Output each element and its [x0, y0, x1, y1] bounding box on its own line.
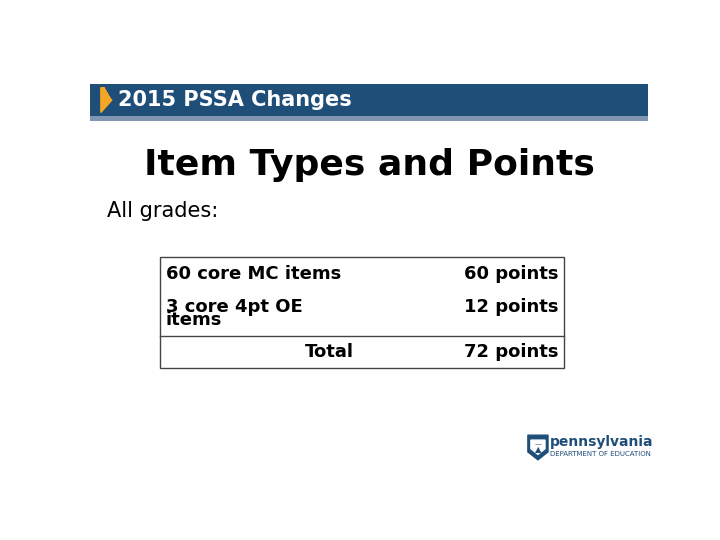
- Text: 12 points: 12 points: [464, 298, 558, 316]
- Polygon shape: [528, 435, 548, 460]
- Text: items: items: [166, 310, 222, 329]
- FancyBboxPatch shape: [160, 257, 564, 368]
- FancyBboxPatch shape: [90, 84, 648, 117]
- Text: All grades:: All grades:: [107, 201, 218, 221]
- Text: 60 core MC items: 60 core MC items: [166, 265, 341, 284]
- Text: ▲: ▲: [535, 444, 541, 454]
- Text: 60 points: 60 points: [464, 265, 558, 284]
- Text: Total: Total: [305, 343, 354, 361]
- Polygon shape: [531, 440, 545, 454]
- Text: 2015 PSSA Changes: 2015 PSSA Changes: [118, 90, 351, 110]
- Polygon shape: [101, 88, 112, 112]
- Text: 3 core 4pt OE: 3 core 4pt OE: [166, 298, 302, 316]
- Text: pennsylvania: pennsylvania: [550, 435, 654, 449]
- Text: DEPARTMENT OF EDUCATION: DEPARTMENT OF EDUCATION: [550, 451, 651, 457]
- Text: —: —: [534, 441, 541, 448]
- Text: 72 points: 72 points: [464, 343, 558, 361]
- Text: Item Types and Points: Item Types and Points: [143, 148, 595, 182]
- FancyBboxPatch shape: [90, 117, 648, 121]
- Polygon shape: [101, 88, 111, 100]
